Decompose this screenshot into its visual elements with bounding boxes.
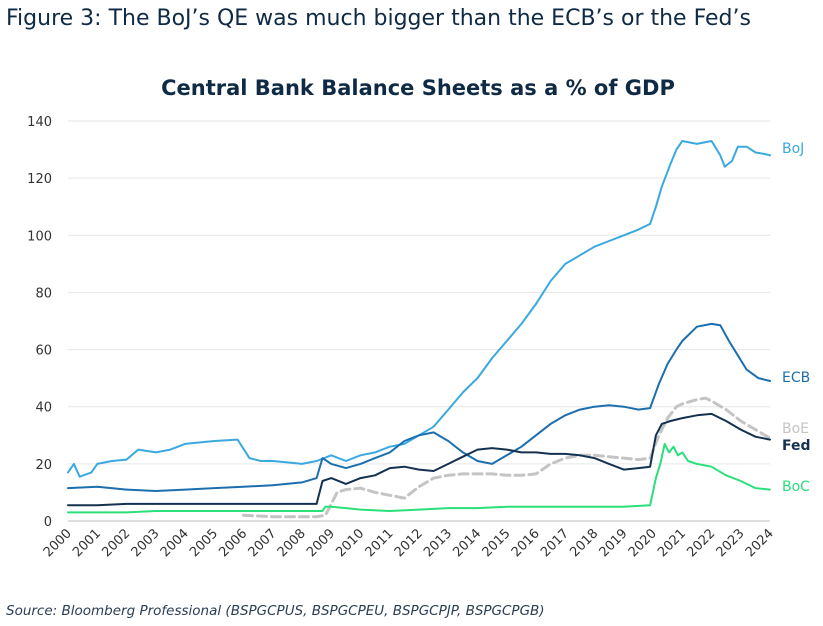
x-tick-label: 2009 bbox=[304, 526, 338, 560]
x-tick-label: 2012 bbox=[392, 526, 426, 560]
x-tick-label: 2013 bbox=[421, 526, 455, 560]
x-tick-label: 2011 bbox=[363, 526, 397, 560]
x-tick-label: 2005 bbox=[187, 526, 221, 560]
x-tick-label: 2019 bbox=[597, 526, 631, 560]
y-tick-label: 80 bbox=[35, 286, 52, 301]
x-tick-label: 2015 bbox=[480, 526, 514, 560]
series-label-boc: BoC bbox=[782, 479, 810, 495]
x-tick-label: 2003 bbox=[129, 526, 163, 560]
x-tick-label: 2016 bbox=[509, 526, 543, 560]
x-tick-label: 2022 bbox=[684, 526, 718, 560]
x-tick-label: 2018 bbox=[567, 526, 601, 560]
series-label-fed: Fed bbox=[782, 438, 811, 454]
chart-title: Central Bank Balance Sheets as a % of GD… bbox=[161, 76, 675, 100]
source-note: Source: Bloomberg Professional (BSPGCPUS… bbox=[6, 603, 545, 619]
y-tick-label: 0 bbox=[44, 515, 52, 530]
x-tick-label: 2001 bbox=[70, 526, 104, 560]
series-line-fed bbox=[67, 412, 771, 507]
series-line-ecb bbox=[67, 322, 771, 492]
y-tick-label: 140 bbox=[27, 115, 52, 130]
x-tick-label: 2010 bbox=[333, 526, 367, 560]
x-tick-label: 2021 bbox=[655, 526, 689, 560]
series-label-boe: BoE bbox=[782, 421, 809, 437]
y-tick-label: 20 bbox=[35, 458, 52, 473]
series-line-boe bbox=[242, 396, 772, 519]
x-tick-label: 2002 bbox=[99, 526, 133, 560]
figure-title: Figure 3: The BoJ’s QE was much bigger t… bbox=[6, 6, 751, 31]
series-lines bbox=[67, 140, 772, 519]
x-tick-label: 2000 bbox=[41, 526, 75, 560]
x-tick-label: 2017 bbox=[538, 526, 572, 560]
y-tick-label: 120 bbox=[27, 172, 52, 187]
series-label-boj: BoJ bbox=[782, 141, 804, 157]
series-label-ecb: ECB bbox=[782, 370, 810, 386]
series-line-boc bbox=[67, 442, 771, 514]
y-axis-ticks: 0 20 40 60 80 100 120 140 bbox=[27, 115, 52, 530]
x-tick-label: 2023 bbox=[714, 526, 748, 560]
x-tick-label: 2007 bbox=[246, 526, 280, 560]
x-tick-label: 2008 bbox=[275, 526, 309, 560]
gridlines bbox=[68, 120, 770, 522]
x-tick-label: 2014 bbox=[450, 526, 484, 560]
y-tick-label: 60 bbox=[35, 344, 52, 359]
x-tick-label: 2024 bbox=[743, 526, 777, 560]
x-tick-label: 2006 bbox=[216, 526, 250, 560]
series-line-boj bbox=[67, 140, 771, 478]
line-chart: Central Bank Balance Sheets as a % of GD… bbox=[27, 76, 811, 560]
y-tick-label: 100 bbox=[27, 229, 52, 244]
x-tick-label: 2004 bbox=[158, 526, 192, 560]
x-tick-label: 2020 bbox=[626, 526, 660, 560]
y-tick-label: 40 bbox=[35, 401, 52, 416]
x-axis-ticks: 2000200120022003200420052006200720082009… bbox=[41, 526, 777, 560]
